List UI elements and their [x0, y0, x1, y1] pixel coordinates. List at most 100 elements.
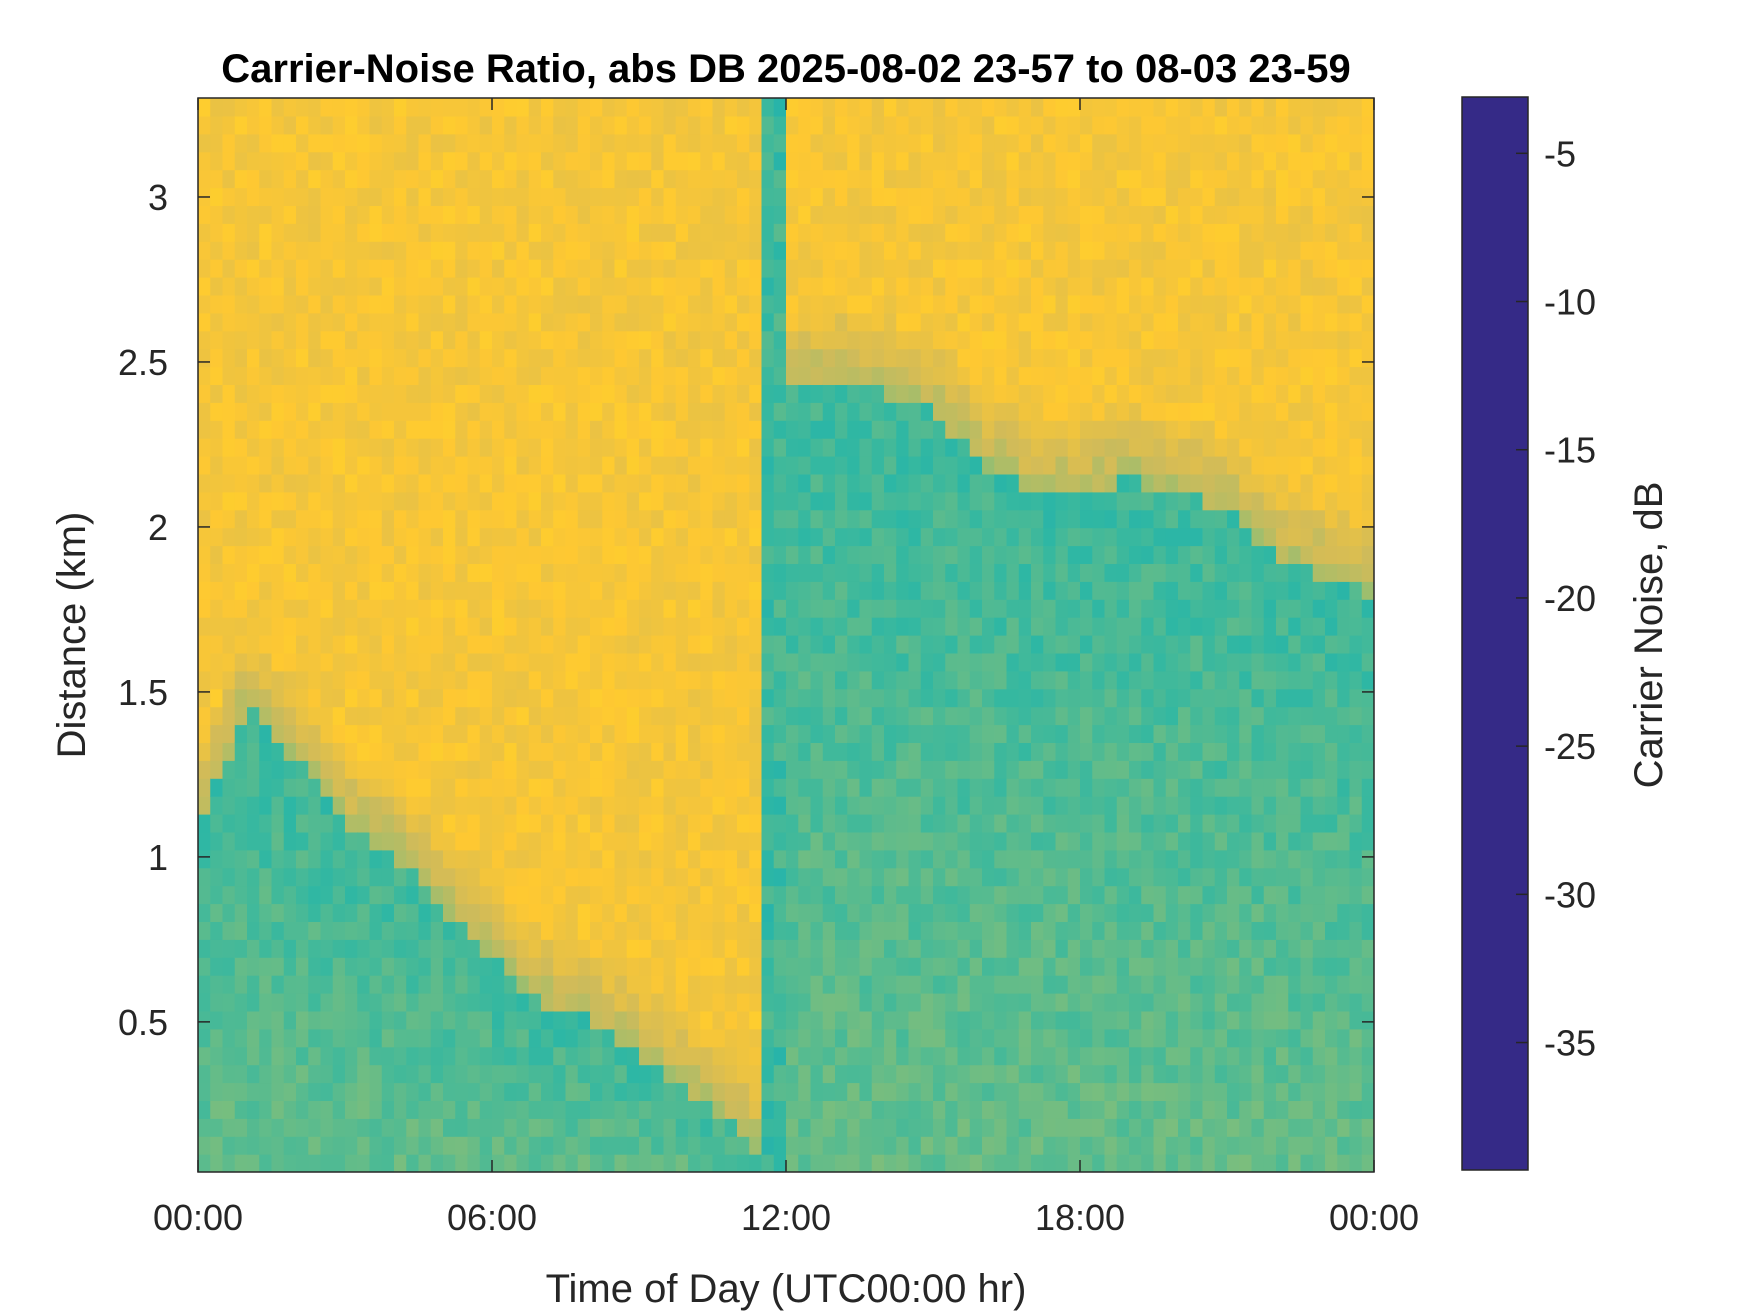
heatmap-cell — [786, 438, 799, 457]
heatmap-cell — [320, 1082, 334, 1101]
heatmap-cell — [1165, 1118, 1179, 1137]
heatmap-cell — [369, 599, 383, 618]
heatmap-cell — [406, 688, 420, 708]
heatmap-cell — [1067, 831, 1081, 851]
heatmap-cell — [296, 1028, 309, 1048]
heatmap-cell — [614, 491, 628, 511]
heatmap-cell — [210, 885, 224, 905]
heatmap-cell — [822, 491, 836, 511]
heatmap-cell — [418, 581, 432, 600]
heatmap-cell — [761, 384, 775, 403]
heatmap-cell — [1104, 563, 1118, 582]
heatmap-cell — [394, 688, 407, 708]
heatmap-cell — [957, 599, 971, 618]
heatmap-cell — [455, 724, 469, 743]
heatmap-cell — [528, 1010, 542, 1030]
heatmap-cell — [651, 1100, 665, 1119]
heatmap-cell — [945, 652, 959, 672]
heatmap-cell — [357, 849, 371, 869]
heatmap-cell — [1153, 1064, 1167, 1084]
heatmap-cell — [675, 975, 689, 994]
heatmap-cell — [259, 509, 273, 529]
heatmap-cell — [871, 241, 885, 260]
heatmap-cell — [357, 814, 371, 833]
heatmap-cell — [247, 312, 260, 332]
heatmap-cell — [847, 402, 861, 421]
heatmap-cell — [1067, 187, 1081, 206]
heatmap-cell — [1031, 348, 1044, 368]
heatmap-cell — [406, 133, 420, 153]
heatmap-cell — [1104, 348, 1118, 368]
heatmap-cell — [553, 688, 567, 708]
heatmap-cell — [675, 724, 689, 743]
heatmap-cell — [798, 1064, 812, 1084]
heatmap-cell — [1006, 294, 1020, 314]
heatmap-cell — [443, 778, 456, 797]
heatmap-cell — [663, 581, 677, 600]
heatmap-cell — [430, 384, 444, 403]
heatmap-cell — [700, 133, 714, 153]
heatmap-cell — [259, 348, 273, 368]
heatmap-cell — [761, 957, 775, 976]
heatmap-cell — [394, 527, 407, 547]
heatmap-cell — [1055, 796, 1069, 815]
heatmap-cell — [247, 509, 260, 529]
heatmap-cell — [822, 187, 836, 206]
heatmap-cell — [553, 581, 567, 600]
heatmap-cell — [553, 1082, 567, 1101]
heatmap-cell — [198, 903, 211, 922]
heatmap-cell — [259, 1064, 273, 1084]
heatmap-cell — [626, 491, 640, 511]
heatmap-cell — [933, 652, 946, 672]
heatmap-cell — [737, 635, 750, 654]
heatmap-cell — [994, 652, 1008, 672]
heatmap-cell — [675, 384, 689, 403]
heatmap-cell — [920, 814, 934, 833]
heatmap-cell — [1067, 205, 1081, 224]
heatmap-cell — [1153, 223, 1167, 242]
heatmap-cell — [920, 420, 934, 439]
heatmap-cell — [467, 187, 481, 206]
heatmap-cell — [982, 921, 995, 940]
heatmap-cell — [724, 187, 738, 206]
heatmap-cell — [1018, 420, 1032, 439]
heatmap-cell — [737, 652, 750, 672]
heatmap-cell — [945, 706, 959, 726]
heatmap-cell — [1043, 384, 1057, 403]
heatmap-cell — [222, 581, 236, 600]
heatmap-cell — [884, 115, 897, 135]
heatmap-cell — [1067, 545, 1081, 564]
heatmap-cell — [504, 867, 518, 887]
heatmap-cell — [332, 617, 346, 636]
heatmap-cell — [675, 652, 689, 672]
heatmap-cell — [1067, 312, 1081, 332]
heatmap-cell — [210, 169, 224, 189]
heatmap-cell — [320, 187, 334, 206]
heatmap-cell — [418, 438, 432, 457]
heatmap-cell — [1190, 330, 1204, 350]
heatmap-cell — [1116, 438, 1130, 457]
heatmap-cell — [565, 849, 579, 869]
heatmap-cell — [908, 456, 922, 475]
heatmap-cell — [761, 473, 775, 493]
heatmap-cell — [590, 688, 603, 708]
heatmap-cell — [798, 187, 812, 206]
heatmap-cell — [467, 1028, 481, 1048]
heatmap-cell — [749, 867, 763, 887]
heatmap-cell — [516, 921, 530, 940]
heatmap-cell — [577, 688, 591, 708]
heatmap-cell — [320, 527, 334, 547]
heatmap-cell — [969, 778, 983, 797]
heatmap-cell — [884, 742, 897, 761]
heatmap-cell — [896, 456, 910, 475]
heatmap-cell — [602, 957, 616, 976]
heatmap-cell — [1055, 438, 1069, 457]
heatmap-cell — [896, 241, 910, 260]
heatmap-cell — [896, 115, 910, 135]
heatmap-cell — [577, 867, 591, 887]
heatmap-cell — [345, 670, 358, 690]
heatmap-cell — [982, 867, 995, 887]
heatmap-cell — [357, 151, 371, 171]
heatmap-cell — [822, 903, 836, 922]
heatmap-cell — [798, 921, 812, 940]
